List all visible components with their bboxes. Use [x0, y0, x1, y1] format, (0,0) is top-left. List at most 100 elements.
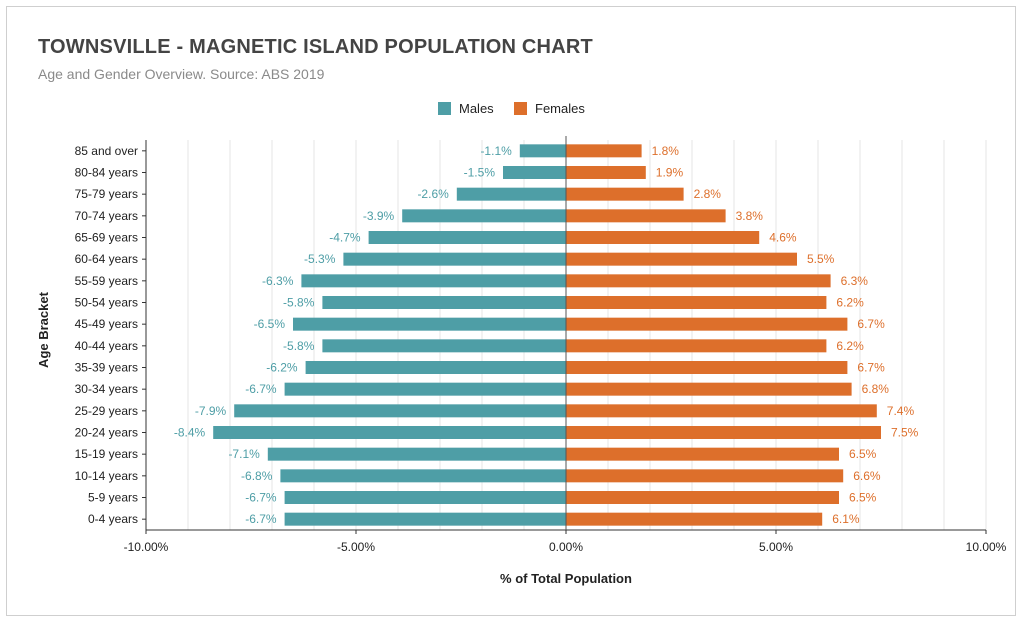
- female-bar: [566, 361, 848, 374]
- category-label: 60-64 years: [75, 252, 138, 266]
- female-value-label: 3.8%: [736, 209, 764, 223]
- male-bar: [305, 361, 566, 374]
- category-label: 10-14 years: [75, 469, 138, 483]
- male-bar: [402, 209, 566, 223]
- female-bar: [566, 382, 852, 396]
- female-value-label: 1.9%: [656, 166, 684, 180]
- female-value-label: 6.8%: [862, 382, 890, 396]
- female-bar: [566, 296, 827, 309]
- category-labels: 85 and over 80-84 years 75-79 years 70-74 y…: [75, 144, 146, 526]
- male-bar: [267, 447, 566, 461]
- female-bar: [566, 447, 839, 461]
- legend-label: Females: [535, 101, 585, 116]
- female-bar: [566, 187, 684, 201]
- female-value-label: 7.5%: [891, 426, 919, 440]
- female-value-label: 6.7%: [857, 317, 885, 331]
- x-tick-label: 0.00%: [549, 540, 583, 554]
- female-bar: [566, 469, 844, 483]
- male-bar: [293, 317, 566, 331]
- female-value-label: 6.7%: [857, 361, 885, 375]
- x-tick-label: -10.00%: [124, 540, 169, 554]
- male-value-label: -3.9%: [363, 209, 395, 223]
- chart-title: TOWNSVILLE - MAGNETIC ISLAND POPULATION …: [38, 36, 593, 58]
- category-label: 25-29 years: [75, 404, 138, 418]
- female-value-label: 6.2%: [836, 296, 864, 310]
- category-label: 20-24 years: [75, 426, 138, 440]
- male-bar: [284, 382, 566, 396]
- x-axis-label: % of Total Population: [500, 571, 632, 586]
- female-bar: [566, 512, 823, 526]
- male-value-label: -6.2%: [266, 361, 298, 375]
- male-bar: [456, 187, 566, 201]
- male-bar: [280, 469, 566, 483]
- legend: Males Females: [438, 101, 585, 116]
- category-label: 85 and over: [75, 144, 138, 158]
- female-bar: [566, 166, 646, 179]
- category-label: 50-54 years: [75, 296, 138, 310]
- category-label: 80-84 years: [75, 166, 138, 180]
- category-label: 70-74 years: [75, 209, 138, 223]
- female-value-label: 5.5%: [807, 252, 835, 266]
- female-value-label: 2.8%: [694, 187, 722, 201]
- male-bar: [343, 252, 566, 266]
- category-label: 65-69 years: [75, 231, 138, 245]
- y-axis-label: Age Bracket: [36, 291, 51, 368]
- legend-swatch: [514, 102, 527, 115]
- male-value-label: -6.5%: [254, 317, 286, 331]
- male-bar: [213, 426, 566, 439]
- female-value-label: 6.2%: [836, 339, 864, 353]
- category-label: 35-39 years: [75, 361, 138, 375]
- category-label: 75-79 years: [75, 187, 138, 201]
- male-bar: [368, 231, 566, 244]
- male-bar: [503, 166, 566, 179]
- chart-subtitle: Age and Gender Overview. Source: ABS 201…: [38, 66, 325, 82]
- male-value-label: -4.7%: [329, 231, 361, 245]
- category-label: 15-19 years: [75, 447, 138, 461]
- bar-value-labels: -1.1% 1.8% -1.5% 1.9% -2.6% 2.8% -3.9% 3.8% -4.7…: [174, 144, 919, 526]
- grid-lines: [145, 140, 987, 530]
- male-value-label: -5.8%: [283, 296, 315, 310]
- female-bar: [566, 209, 726, 223]
- category-label: 40-44 years: [75, 339, 138, 353]
- x-tick-labels: -10.00% -5.00% 0.00% 5.00% 10.00%: [124, 530, 1007, 554]
- x-tick-label: -5.00%: [337, 540, 375, 554]
- male-bar: [322, 339, 566, 353]
- male-value-label: -1.1%: [480, 144, 512, 158]
- female-bar: [566, 404, 877, 418]
- female-value-label: 1.8%: [652, 144, 680, 158]
- male-value-label: -5.8%: [283, 339, 315, 353]
- female-bar: [566, 339, 827, 353]
- male-value-label: -5.3%: [304, 252, 336, 266]
- male-value-label: -7.1%: [228, 447, 260, 461]
- male-bar: [322, 296, 566, 309]
- male-value-label: -8.4%: [174, 426, 206, 440]
- legend-swatch: [438, 102, 451, 115]
- female-bar: [566, 491, 839, 504]
- male-value-label: -6.7%: [245, 512, 277, 526]
- female-bar: [566, 426, 881, 439]
- male-bar: [301, 274, 566, 288]
- male-value-label: -2.6%: [417, 187, 449, 201]
- category-label: 5-9 years: [88, 491, 138, 505]
- male-value-label: -1.5%: [464, 166, 496, 180]
- male-bar: [234, 404, 566, 418]
- male-value-label: -6.3%: [262, 274, 294, 288]
- male-bar: [284, 512, 566, 526]
- female-value-label: 6.5%: [849, 447, 877, 461]
- female-bar: [566, 252, 797, 266]
- female-bar: [566, 231, 760, 244]
- female-bar: [566, 274, 831, 288]
- category-label: 45-49 years: [75, 317, 138, 331]
- category-label: 55-59 years: [75, 274, 138, 288]
- female-value-label: 6.1%: [832, 512, 860, 526]
- category-label: 30-34 years: [75, 382, 138, 396]
- category-label: 0-4 years: [88, 512, 138, 526]
- bars: [213, 144, 881, 526]
- male-value-label: -7.9%: [195, 404, 227, 418]
- female-value-label: 6.5%: [849, 491, 877, 505]
- male-value-label: -6.7%: [245, 382, 277, 396]
- male-value-label: -6.8%: [241, 469, 273, 483]
- male-value-label: -6.7%: [245, 491, 277, 505]
- female-value-label: 6.3%: [841, 274, 869, 288]
